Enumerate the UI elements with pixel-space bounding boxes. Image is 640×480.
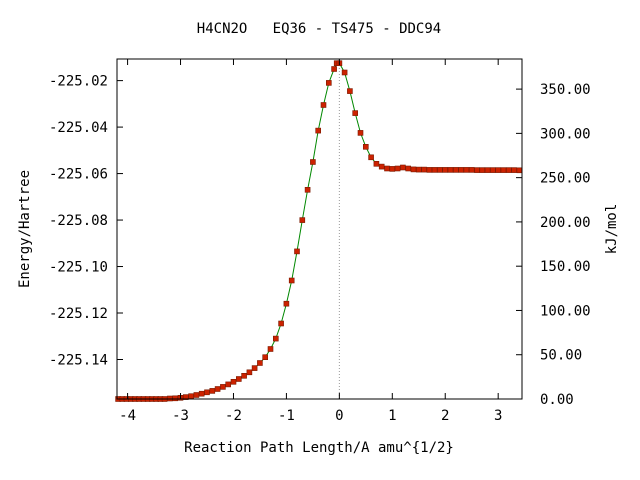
data-point	[304, 187, 311, 193]
data-point	[431, 167, 438, 173]
y-tick-label: -225.04	[49, 120, 108, 136]
data-point	[357, 130, 364, 136]
data-point	[220, 384, 226, 390]
data-point	[389, 166, 396, 172]
data-point	[315, 127, 322, 134]
y-tick-label: -225.08	[49, 213, 108, 229]
y-tick-label: -225.06	[49, 167, 108, 183]
data-point	[484, 167, 491, 173]
data-point	[378, 163, 385, 170]
data-point	[437, 167, 443, 173]
data-point	[278, 320, 284, 327]
data-point	[474, 167, 480, 173]
series-curve	[118, 62, 520, 400]
x-tick-label: -4	[119, 408, 136, 424]
x-axis-label: Reaction Path Length/A amu^{1/2}	[184, 440, 454, 456]
data-point	[331, 66, 337, 72]
data-point	[246, 369, 253, 376]
y2-tick-label: 350.00	[540, 82, 591, 98]
data-point	[505, 167, 512, 173]
data-point	[294, 248, 300, 255]
y2-tick-label: 50.00	[540, 348, 582, 364]
data-point	[468, 167, 475, 173]
data-point	[283, 300, 290, 307]
data-point	[458, 167, 464, 173]
data-point	[405, 165, 412, 172]
x-tick-label: -2	[225, 408, 242, 424]
data-point	[183, 394, 189, 400]
data-point	[516, 167, 523, 174]
y2-tick-label: 0.00	[540, 392, 574, 408]
x-tick-label: 0	[335, 408, 343, 424]
data-point	[236, 376, 242, 382]
data-point	[511, 167, 517, 173]
plot-frame	[116, 58, 523, 400]
data-point	[410, 166, 417, 173]
data-point	[288, 277, 295, 284]
data-point	[415, 166, 422, 173]
y2-tick-label: 200.00	[540, 215, 591, 231]
data-point	[209, 388, 216, 394]
data-point	[299, 217, 306, 223]
data-point	[500, 167, 507, 173]
data-point	[400, 164, 406, 171]
y2-tick-label: 100.00	[540, 303, 591, 319]
x-tick-label: 1	[388, 408, 396, 424]
data-point	[172, 395, 178, 402]
data-point	[426, 167, 433, 173]
data-point	[320, 102, 327, 108]
data-point	[214, 386, 221, 392]
y-tick-label: -225.12	[49, 306, 108, 322]
data-point	[447, 167, 454, 173]
data-point	[352, 110, 359, 116]
x-tick-label: 2	[441, 408, 449, 424]
data-point	[198, 390, 205, 397]
data-point	[204, 389, 210, 396]
data-point	[495, 167, 502, 173]
data-point	[225, 381, 231, 388]
chart-title: H4CN2O EQ36 - TS475 - DDC94	[197, 21, 441, 37]
data-point	[373, 161, 380, 167]
y2-tick-label: 150.00	[540, 259, 591, 275]
y2-tick-label: 250.00	[540, 171, 591, 187]
x-tick-label: 3	[494, 408, 502, 424]
data-point	[384, 165, 390, 172]
data-point	[479, 167, 486, 173]
data-point	[325, 80, 332, 86]
y-axis-label: Energy/Hartree	[17, 170, 33, 288]
y-tick-label: -225.14	[49, 352, 108, 368]
y2-tick-label: 300.00	[540, 126, 591, 142]
data-point	[442, 167, 449, 173]
data-point	[490, 167, 496, 173]
data-point	[188, 393, 194, 400]
data-point	[272, 335, 279, 342]
data-point	[230, 378, 237, 385]
data-point	[421, 166, 427, 173]
x-tick-label: -3	[172, 408, 189, 424]
data-point	[257, 360, 263, 366]
data-point	[347, 88, 353, 94]
data-point	[267, 346, 274, 352]
data-point	[262, 354, 269, 361]
data-point	[452, 167, 459, 173]
data-point	[251, 365, 258, 371]
data-point	[310, 159, 316, 165]
data-point	[341, 69, 348, 76]
data-point	[368, 154, 374, 161]
data-point	[193, 392, 200, 398]
y2-axis-label: kJ/mol	[604, 204, 620, 255]
data-point	[362, 144, 369, 150]
y-tick-label: -225.02	[49, 74, 108, 90]
y-tick-label: -225.10	[49, 260, 108, 276]
x-tick-label: -1	[278, 408, 295, 424]
data-point	[463, 167, 470, 173]
data-point	[241, 372, 247, 379]
data-point	[394, 165, 401, 172]
